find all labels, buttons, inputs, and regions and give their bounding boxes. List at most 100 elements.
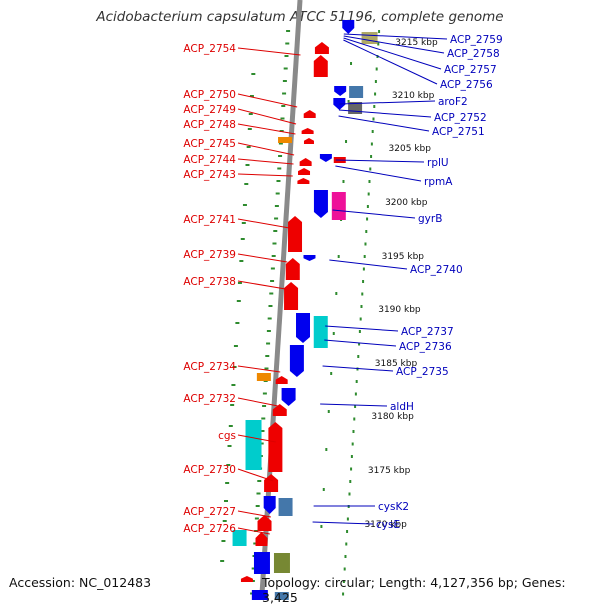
gene-arrow [303,255,316,261]
gene-arrow [334,86,347,96]
tick-dot [226,464,231,466]
gene-arrow [256,373,271,381]
tick-dot [276,180,281,182]
leader-line [320,403,388,407]
left-gene-labels: ACP_2754 ACP_2750 ACP_2749 ACP_2748 ACP_2745… [183,43,301,535]
leader-line [335,165,422,182]
gene-arrow [264,474,279,492]
tick-dot [277,167,282,170]
tick-dot [251,567,256,570]
tick-dot [275,192,280,195]
tick-dot [220,560,225,562]
right-gene-label: ACP_2759 [450,34,503,46]
gene-arrow [245,420,262,470]
tick-dot [227,445,232,447]
left-gene-label: cgs [218,430,236,442]
tick-dot [354,405,357,408]
tick-dot [271,255,276,257]
gene-arrow [253,552,270,574]
right-gene-label: ACP_2757 [444,64,497,76]
tick-dot [354,392,357,396]
tick-dot [241,222,246,224]
tick-dot [239,260,244,262]
tick-dot [342,180,345,183]
leader-line [237,142,295,156]
left-gene-label: ACP_2732 [183,393,236,405]
tick-dot [343,567,346,571]
tick-dot [230,404,235,406]
tick-dot [235,322,240,324]
leader-line [237,123,296,135]
gene-arrow [361,32,378,44]
scale-label: 3200 kbp [385,198,428,208]
tick-dot [363,255,366,258]
gene-arrow [301,128,314,134]
leader-line [237,158,294,165]
gene-arrow [257,515,272,531]
right-gene-label: aldH [390,401,414,413]
left-gene-label: ACP_2730 [183,464,236,476]
tick-dot [262,392,267,395]
gene-arrow [313,316,328,348]
tick-dot [346,517,349,521]
gene-arrow [273,553,290,573]
leader-line [237,434,276,443]
scale-label: 3195 kbp [382,252,425,262]
tick-dot [349,480,352,483]
leader-line [237,47,301,56]
gene-arrow [275,376,288,384]
tick-dot [273,230,278,232]
tick-dot [266,330,271,332]
tick-dot [282,92,287,95]
scale-labels: 3215 kbp 3210 kbp 3205 kbp 3200 kbp 3195 kbp… [364,38,438,530]
tick-dot [371,130,374,133]
gene-arrow [313,190,328,218]
gene-arrow [303,110,316,118]
tick-dot [347,100,350,103]
gene-arrow [288,216,303,252]
scale-label: 3215 kbp [395,38,438,48]
gene-arrow [281,388,296,406]
tick-dot [368,180,371,183]
left-gene-label: ACP_2749 [183,104,236,116]
tick-dot [330,372,333,375]
tick-dot [261,417,266,420]
tick-dot [345,542,348,546]
gene-arrow [278,498,293,516]
topology-text: Topology: circular; Length: 4,127,356 bp… [262,575,566,605]
left-gene-label: ACP_2748 [183,119,236,131]
leader-line [237,510,272,518]
tick-dot [268,305,273,307]
tick-dot [327,410,330,413]
scale-label: 3205 kbp [389,144,432,154]
gene-arrow [342,20,355,34]
right-gene-label: gyrB [418,213,442,225]
tick-dot [365,230,368,233]
gene-arrow [299,158,312,166]
leader-line [339,100,436,105]
tick-dot [240,238,245,240]
tick-dot [362,280,365,283]
tick-dot [350,455,353,458]
scale-label: 3190 kbp [378,305,421,315]
leader-line [332,209,416,219]
right-gene-label: ACP_2751 [432,126,485,138]
tick-dot [270,280,275,282]
tick-dot [369,167,372,171]
tick-dot [237,282,242,284]
left-gene-label: ACP_2745 [183,138,236,150]
right-gene-label: ACP_2752 [434,112,487,124]
leader-line [237,93,298,108]
gene-arrow [314,42,329,54]
leader-line [237,468,274,482]
left-gene-label: ACP_2741 [183,214,236,226]
leader-line [237,280,286,290]
tick-dot [280,117,285,120]
tick-dot [357,355,360,358]
left-gene-label: ACP_2726 [183,523,236,535]
gene-arrow [232,530,247,546]
tick-dot [374,92,377,96]
leader-line [329,259,408,270]
gene-arrow [349,86,364,98]
tick-dot [270,267,275,270]
